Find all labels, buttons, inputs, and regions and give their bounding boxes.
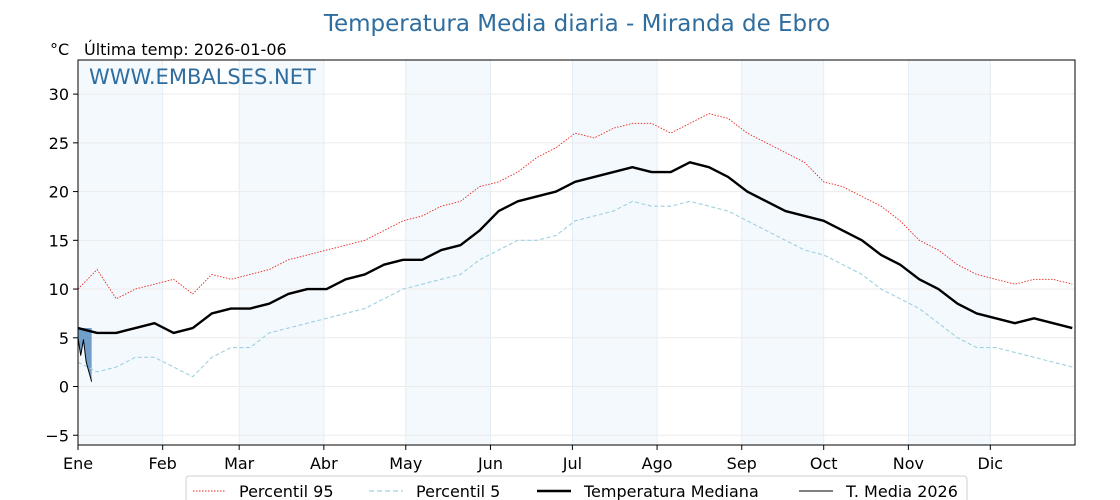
month-band-sep — [741, 60, 824, 445]
unit-label: °C — [50, 40, 69, 59]
x-tick-label-abr: Abr — [310, 454, 338, 473]
x-axis: Ene Feb Mar Abr May Jun Jul Ago Sep Oct Nov Dic — [63, 445, 1003, 473]
legend-box — [185, 475, 968, 500]
y-tick-label: 15 — [49, 231, 69, 250]
legend-label-mediana: Temperatura Mediana — [583, 482, 759, 500]
x-tick-label-dic: Dic — [978, 454, 1004, 473]
x-tick-label-feb: Feb — [149, 454, 177, 473]
month-band-mar — [239, 60, 324, 445]
month-band-jul — [572, 60, 658, 445]
month-band-ene — [78, 60, 163, 445]
legend: Percentil 95 Percentil 5 Temperatura Med… — [185, 475, 968, 500]
x-tick-label-jul: Jul — [562, 454, 582, 473]
x-tick-label-jun: Jun — [477, 454, 503, 473]
y-tick-label: 5 — [59, 329, 69, 348]
y-tick-label: 30 — [49, 85, 69, 104]
legend-label-percentil-5: Percentil 5 — [416, 482, 500, 500]
month-bands — [78, 60, 991, 445]
grid-lines — [77, 60, 1075, 445]
y-tick-label: 25 — [49, 134, 69, 153]
x-tick-label-mar: Mar — [224, 454, 255, 473]
y-tick-label: 0 — [59, 378, 69, 397]
last-temp-label: Última temp: 2026-01-06 — [84, 40, 287, 59]
x-tick-label-oct: Oct — [810, 454, 838, 473]
x-tick-label-sep: Sep — [727, 454, 757, 473]
x-tick-label-ene: Ene — [63, 454, 93, 473]
y-axis: −5 0 5 10 15 20 25 30 — [45, 85, 78, 445]
series-line-temperatura-mediana — [77, 161, 1073, 335]
series-line-percentil-5 — [77, 200, 1073, 378]
x-tick-label-ago: Ago — [642, 454, 673, 473]
legend-label-percentil-95: Percentil 95 — [239, 482, 334, 500]
plot-frame — [77, 59, 1076, 446]
y-tick-label: 10 — [49, 280, 69, 299]
x-tick-label-nov: Nov — [893, 454, 924, 473]
y-tick-label: −5 — [45, 426, 69, 445]
y-tick-label: 20 — [49, 183, 69, 202]
month-band-may — [405, 60, 491, 445]
x-tick-label-may: May — [389, 454, 422, 473]
month-band-nov — [908, 60, 991, 445]
legend-label-media-2026: T. Media 2026 — [845, 482, 958, 500]
series-line-t-media-2026 — [77, 337, 93, 382]
series-layer — [77, 113, 1073, 382]
watermark: WWW.EMBALSES.NET — [89, 65, 316, 89]
series-line-percentil-95 — [77, 113, 1073, 300]
chart-title: Temperatura Media diaria - Miranda de Eb… — [323, 11, 830, 37]
